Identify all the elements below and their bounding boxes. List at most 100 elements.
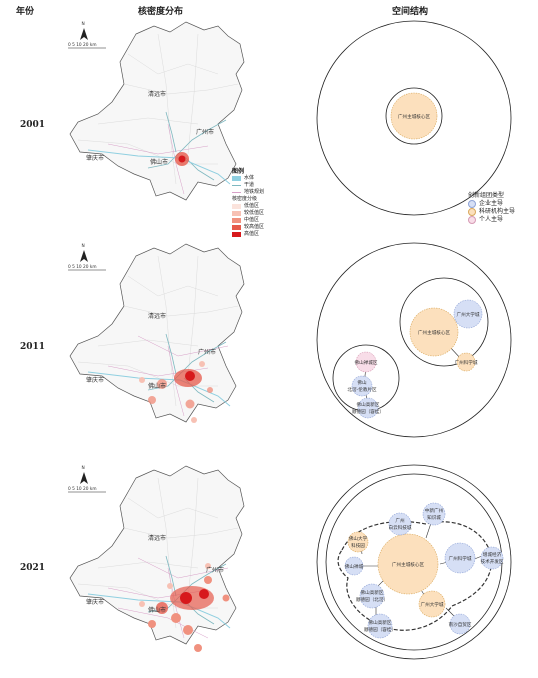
header-density: 核密度分布 <box>138 7 184 17</box>
node-gaoxin-bj-label: 顺德园（北滘） <box>356 596 388 603</box>
dashed-boundary <box>337 521 493 631</box>
scale-bar: 0 5 10 20 km <box>68 264 97 270</box>
hotspots-2011 <box>139 361 213 423</box>
node-baiyun-label: 白云科技城 <box>389 524 412 531</box>
north-arrow-icon <box>80 28 88 40</box>
legend-class: 低值区 <box>244 203 260 209</box>
node-foshan-univ <box>347 531 369 553</box>
outer-ring <box>316 464 512 660</box>
year-2011: 2011 <box>20 342 46 352</box>
city-label-qingyuan: 清远市 <box>148 534 166 542</box>
legend-class: 较高值区 <box>244 224 265 230</box>
node-core <box>390 92 438 140</box>
class-swatch <box>232 225 241 230</box>
node-gaoxin-bj <box>359 583 385 609</box>
node-foshan-univ-label: 科技园 <box>351 542 365 549</box>
class-swatch <box>232 204 241 209</box>
node-univ-town <box>453 299 483 329</box>
header-year: 年份 <box>16 7 35 17</box>
scale-bar: 0 5 10 20 km <box>68 486 97 492</box>
research-swatch <box>468 208 476 216</box>
node-sino-sg <box>422 502 446 526</box>
node-core <box>409 307 459 357</box>
region-outline <box>69 21 245 201</box>
node-high-tech-label: 佛山高新区 <box>357 401 380 408</box>
cluster-type-research: 科研机构主导 <box>479 208 516 215</box>
node-beijiao-label: 北滘-伦教片区 <box>347 386 377 393</box>
cluster-type-enterprise: 企业主导 <box>479 200 504 207</box>
north-arrow-icon <box>80 250 88 262</box>
year-2001: 2001 <box>20 120 46 130</box>
enterprise-swatch <box>468 200 476 208</box>
node-chancheng <box>355 351 377 373</box>
scale-bar: 0 5 10 20 km <box>68 42 97 48</box>
node-chancheng-label: 佛山禅城 <box>345 563 364 570</box>
node-beijiao-label: 佛山 <box>357 379 367 386</box>
city-label-guangzhou: 广州市 <box>198 348 216 356</box>
city-label-qingyuan: 清远市 <box>148 312 166 320</box>
node-beijiao <box>351 375 373 397</box>
water-swatch <box>232 176 241 181</box>
city-label-zhaoqing: 肇庆市 <box>86 154 104 162</box>
year-2021: 2021 <box>20 563 46 573</box>
city-label-zhaoqing: 肇庆市 <box>86 376 104 384</box>
density-map-2001: 清远市 广州市 肇庆市 佛山市 N 0 5 10 20 km <box>58 14 288 222</box>
node-chancheng-label: 佛山禅城区 <box>355 359 378 366</box>
node-univ-town-label: 广州大学城 <box>457 311 480 318</box>
cluster-type-individual: 个人主导 <box>479 216 504 223</box>
north-arrow-icon <box>80 472 88 484</box>
node-econ-dev-label: 技术开发区 <box>481 558 504 565</box>
density-map-2021: 清远市 广州市 肇庆市 佛山市 N 0 5 10 20 km <box>58 458 288 666</box>
node-knowledge <box>456 352 476 372</box>
core-ring <box>385 87 443 145</box>
node-gaoxin-rg <box>367 613 393 639</box>
north-label: N <box>82 243 85 249</box>
node-baiyun <box>388 512 412 536</box>
node-gaoxin-rg-label: 佛山高新区 <box>369 619 392 626</box>
structure-diagram-2011: 广州主城核心区 广州大学城 广州科学城 佛山禅城区 佛山 北滘-伦教片区 佛山高… <box>296 236 532 444</box>
class-swatch <box>232 218 241 223</box>
cluster-type-title: 创新组团类型 <box>468 192 505 199</box>
city-label-zhaoqing: 肇庆市 <box>86 598 104 606</box>
node-high-tech-label: 顺德园（容桂） <box>352 408 384 415</box>
hotspots-2021 <box>139 563 230 652</box>
node-core-label: 广州主城核心区 <box>418 329 451 336</box>
node-chancheng <box>344 556 364 576</box>
node-science-city <box>444 542 476 574</box>
node-econ-dev <box>480 546 504 570</box>
legend-class: 中值区 <box>244 217 260 223</box>
north-label: N <box>82 21 85 27</box>
legend-density-title: 核密度分级 <box>232 196 258 202</box>
city-label-qingyuan: 清远市 <box>148 90 166 98</box>
node-science-city-label: 广州科学城 <box>449 555 472 562</box>
class-swatch <box>232 232 241 237</box>
node-gaoxin-rg-label: 顺德园（容桂） <box>364 626 396 633</box>
city-label-foshan: 佛山市 <box>148 606 166 614</box>
node-core-label: 广州主城核心区 <box>398 113 431 120</box>
metro-swatch <box>232 192 241 193</box>
node-univ-city-label: 广州大学城 <box>421 601 444 608</box>
outer-ring <box>316 20 512 216</box>
legend-title: 图例 <box>232 168 245 175</box>
node-nansha-label: 南沙自贸区 <box>449 621 472 628</box>
node-core <box>377 533 439 595</box>
structure-diagram-2001: 广州主城核心区 <box>296 14 532 222</box>
city-label-guangzhou: 广州市 <box>206 566 224 574</box>
north-label: N <box>82 465 85 471</box>
node-nansha <box>449 613 471 635</box>
structure-diagram-2021: 广州主城核心区 广州科学城 广州大学城 中新广州 知识城 广州 白云科技城 增城… <box>296 458 532 666</box>
node-gaoxin-bj-label: 佛山高新区 <box>361 589 384 596</box>
city-label-foshan: 佛山市 <box>148 382 166 390</box>
legend-metro: 地铁规划 <box>244 189 265 195</box>
guangzhou-ring <box>399 277 489 367</box>
cluster-type-legend: 创新组团类型 企业主导 科研机构主导 个人主导 <box>468 192 515 224</box>
density-map-2011: 清远市 广州市 肇庆市 佛山市 N 0 5 10 20 km <box>58 236 288 444</box>
legend-class: 高值区 <box>244 231 260 237</box>
legend-trunk: 干道 <box>244 182 255 188</box>
outer-ring <box>316 242 512 438</box>
node-high-tech <box>357 397 379 419</box>
class-swatch <box>232 211 241 216</box>
trunk-swatch <box>232 185 241 186</box>
node-knowledge-label: 广州科学城 <box>455 359 478 366</box>
node-core-label: 广州主城核心区 <box>392 561 425 568</box>
